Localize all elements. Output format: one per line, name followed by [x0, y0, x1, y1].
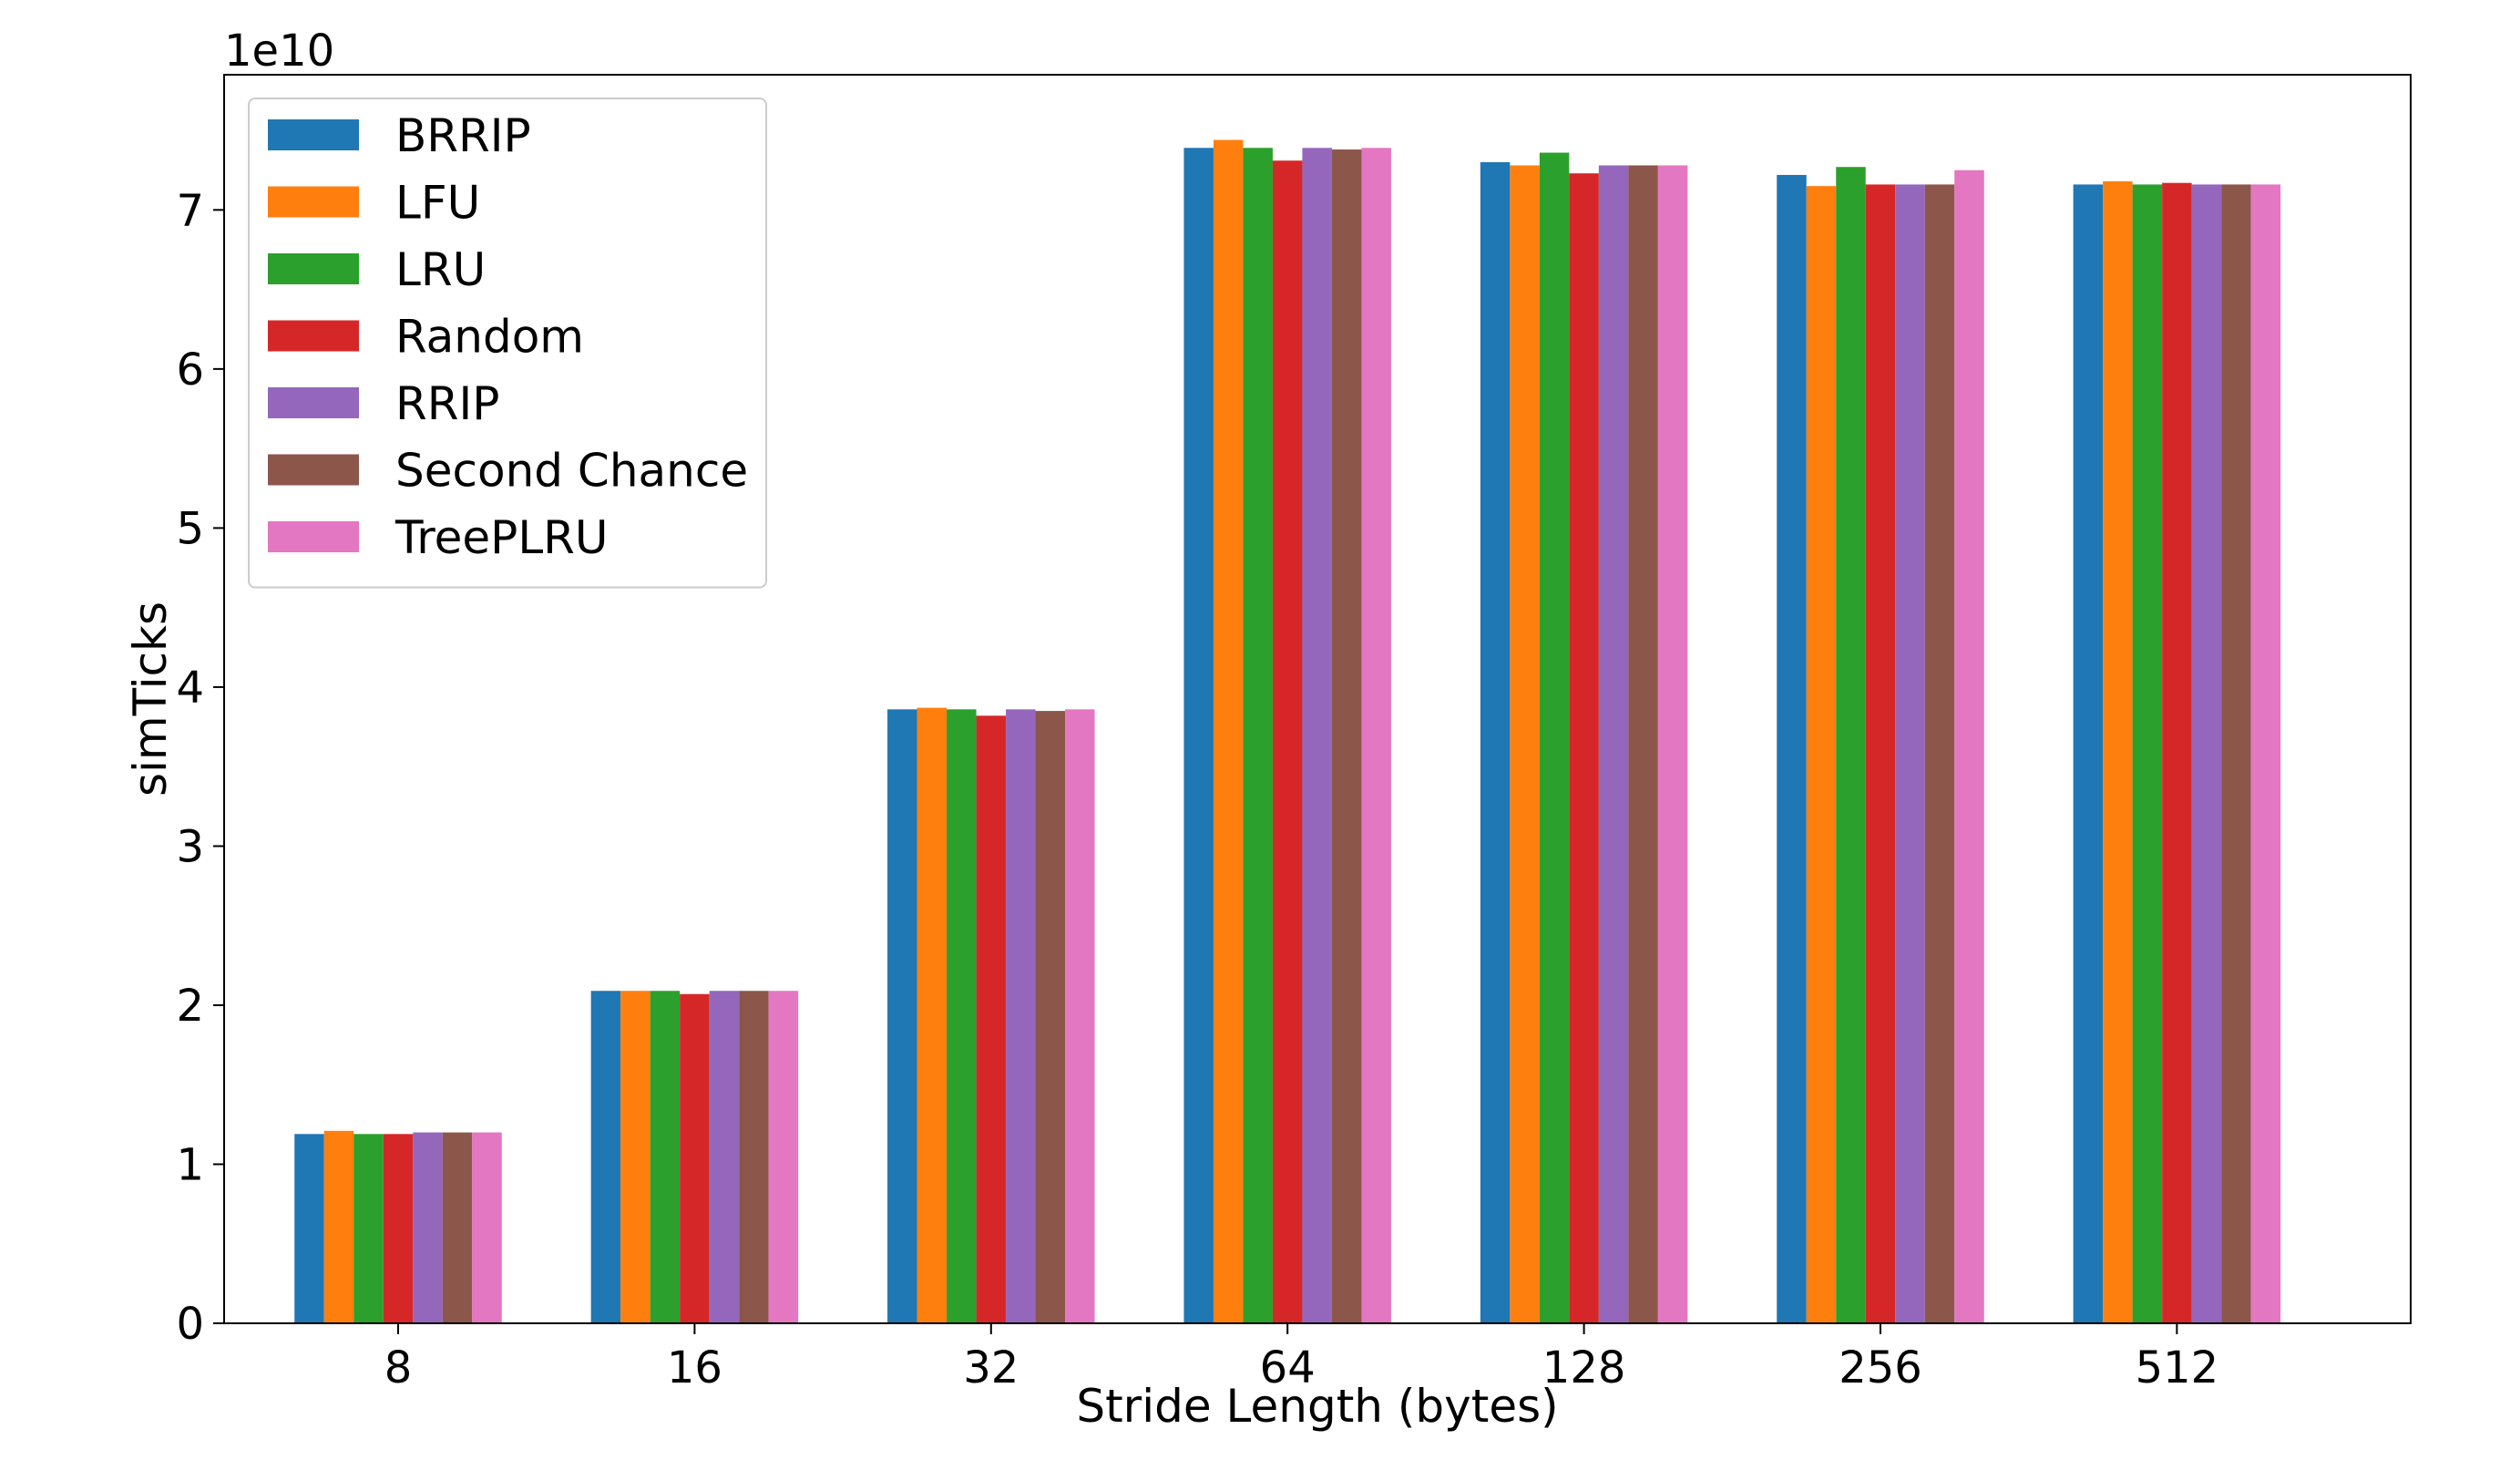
bar-rrip-512 — [2191, 184, 2222, 1323]
legend-label: TreePLRU — [394, 511, 609, 564]
bar-lru-64 — [1243, 148, 1273, 1323]
bar-lru-16 — [650, 991, 681, 1323]
bar-second-chance-64 — [1331, 149, 1362, 1323]
legend-swatch-random — [268, 320, 359, 352]
y-tick-label: 5 — [176, 503, 204, 554]
bar-brrip-16 — [590, 991, 621, 1323]
bar-lru-512 — [2132, 184, 2163, 1323]
bar-random-512 — [2162, 182, 2192, 1324]
legend-label: RRIP — [395, 377, 499, 430]
bar-brrip-256 — [1777, 174, 1807, 1324]
bar-lfu-512 — [2103, 180, 2133, 1324]
bar-treeplru-16 — [768, 991, 799, 1323]
bar-rrip-8 — [413, 1132, 443, 1323]
legend-label: Second Chance — [395, 445, 748, 498]
y-tick-label: 0 — [176, 1299, 204, 1350]
bar-random-64 — [1272, 160, 1303, 1324]
x-tick-label: 32 — [963, 1342, 1019, 1393]
bar-second-chance-32 — [1035, 711, 1066, 1323]
y-tick-label: 2 — [176, 981, 204, 1032]
bar-lfu-128 — [1510, 165, 1540, 1324]
x-tick-label: 64 — [1260, 1342, 1316, 1393]
x-tick-label: 16 — [667, 1342, 722, 1393]
bar-second-chance-16 — [739, 991, 769, 1323]
y-tick-label: 6 — [176, 344, 204, 396]
legend-swatch-brrip — [268, 119, 359, 150]
bar-random-256 — [1865, 184, 1896, 1323]
bar-brrip-8 — [294, 1134, 324, 1323]
y-tick-label: 1 — [176, 1139, 204, 1190]
x-tick-label: 512 — [2136, 1342, 2219, 1393]
bar-lfu-256 — [1806, 186, 1837, 1323]
legend-swatch-rrip — [268, 387, 359, 418]
bar-treeplru-512 — [2250, 184, 2281, 1323]
bar-rrip-256 — [1895, 184, 1925, 1323]
y-offset-label: 1e10 — [224, 26, 334, 77]
bar-lfu-8 — [323, 1130, 354, 1323]
bar-lfu-16 — [620, 991, 650, 1323]
bar-rrip-64 — [1302, 148, 1332, 1323]
bar-treeplru-32 — [1065, 709, 1095, 1323]
legend-swatch-lru — [268, 253, 359, 284]
bar-rrip-32 — [1006, 709, 1036, 1323]
bar-second-chance-256 — [1924, 184, 1955, 1323]
bar-lfu-64 — [1213, 139, 1244, 1323]
bar-random-8 — [383, 1134, 414, 1323]
bar-treeplru-128 — [1657, 165, 1688, 1324]
bar-treeplru-256 — [1954, 170, 1984, 1324]
x-axis-ticks: 8 16 32 64 128 256 512 — [384, 1323, 2218, 1393]
bar-random-128 — [1569, 173, 1599, 1324]
y-axis-ticks: 0 1 2 3 4 5 6 7 — [176, 185, 224, 1350]
y-tick-label: 7 — [176, 185, 204, 236]
bar-lfu-32 — [917, 707, 948, 1323]
x-axis-title: Stride Length (bytes) — [1076, 1380, 1558, 1433]
bar-rrip-128 — [1598, 165, 1629, 1324]
bar-brrip-512 — [2073, 184, 2104, 1323]
x-tick-label: 256 — [1839, 1342, 1922, 1393]
bar-second-chance-512 — [2221, 184, 2251, 1323]
bars-group — [294, 139, 2281, 1324]
x-tick-label: 128 — [1542, 1342, 1626, 1393]
legend: BRRIP LFU LRU Random RRIP Second Chance TreePL… — [248, 98, 767, 589]
bar-treeplru-64 — [1361, 148, 1391, 1323]
x-tick-label: 8 — [384, 1342, 413, 1393]
bar-random-32 — [976, 715, 1007, 1323]
legend-label: LRU — [395, 243, 486, 296]
bar-second-chance-128 — [1628, 165, 1658, 1324]
legend-label: BRRIP — [395, 109, 531, 162]
legend-swatch-lfu — [268, 186, 359, 218]
legend-box — [248, 98, 767, 589]
axes-frame — [223, 74, 2412, 1324]
bar-lru-8 — [353, 1134, 384, 1323]
bar-treeplru-8 — [472, 1132, 502, 1323]
legend-swatch-second-chance — [268, 454, 359, 486]
y-axis-title: simTicks — [124, 601, 177, 797]
bar-random-16 — [680, 993, 710, 1323]
bar-lru-32 — [947, 709, 977, 1323]
bar-second-chance-8 — [442, 1132, 473, 1323]
bar-lru-256 — [1836, 167, 1866, 1324]
legend-label: LFU — [395, 177, 480, 230]
bar-brrip-64 — [1183, 148, 1214, 1323]
legend-label: Random — [395, 311, 584, 364]
bar-rrip-16 — [709, 991, 740, 1323]
bar-brrip-32 — [887, 709, 917, 1323]
legend-swatch-treeplru — [268, 521, 359, 552]
bar-lru-128 — [1539, 152, 1570, 1323]
bar-brrip-128 — [1480, 161, 1511, 1324]
y-tick-label: 3 — [176, 821, 204, 872]
y-tick-label: 4 — [176, 663, 204, 714]
